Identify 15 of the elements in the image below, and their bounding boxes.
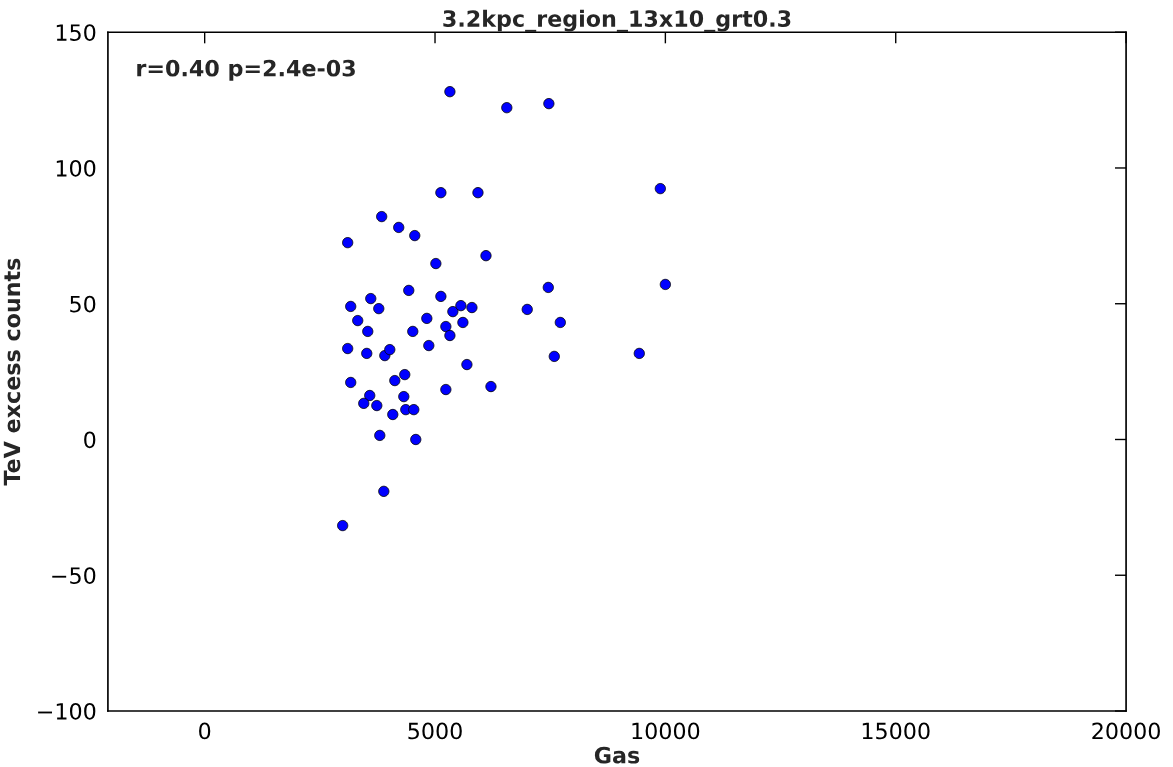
annotation: r=0.40 p=2.4e-03: [137, 59, 355, 81]
x-tick-label: 20000: [1092, 722, 1160, 740]
x-axis-title: Gas: [594, 746, 640, 764]
x-tick-label: 0: [199, 722, 211, 740]
y-tick-label: −50: [52, 567, 96, 585]
x-tick-label: 10000: [632, 722, 700, 740]
y-tick-label: 0: [84, 431, 96, 449]
x-tick-label: 15000: [862, 722, 930, 740]
y-tick-label: 150: [56, 24, 96, 41]
y-tick-label: −100: [38, 702, 96, 720]
x-tick-label: 5000: [408, 722, 462, 740]
y-axis-title: TeV excess counts: [3, 258, 21, 486]
chart-title: 3.2kpc_region_13x10_grt0.3: [443, 9, 791, 32]
y-tick-label: 50: [70, 295, 96, 313]
y-tick-label: 100: [56, 159, 96, 177]
